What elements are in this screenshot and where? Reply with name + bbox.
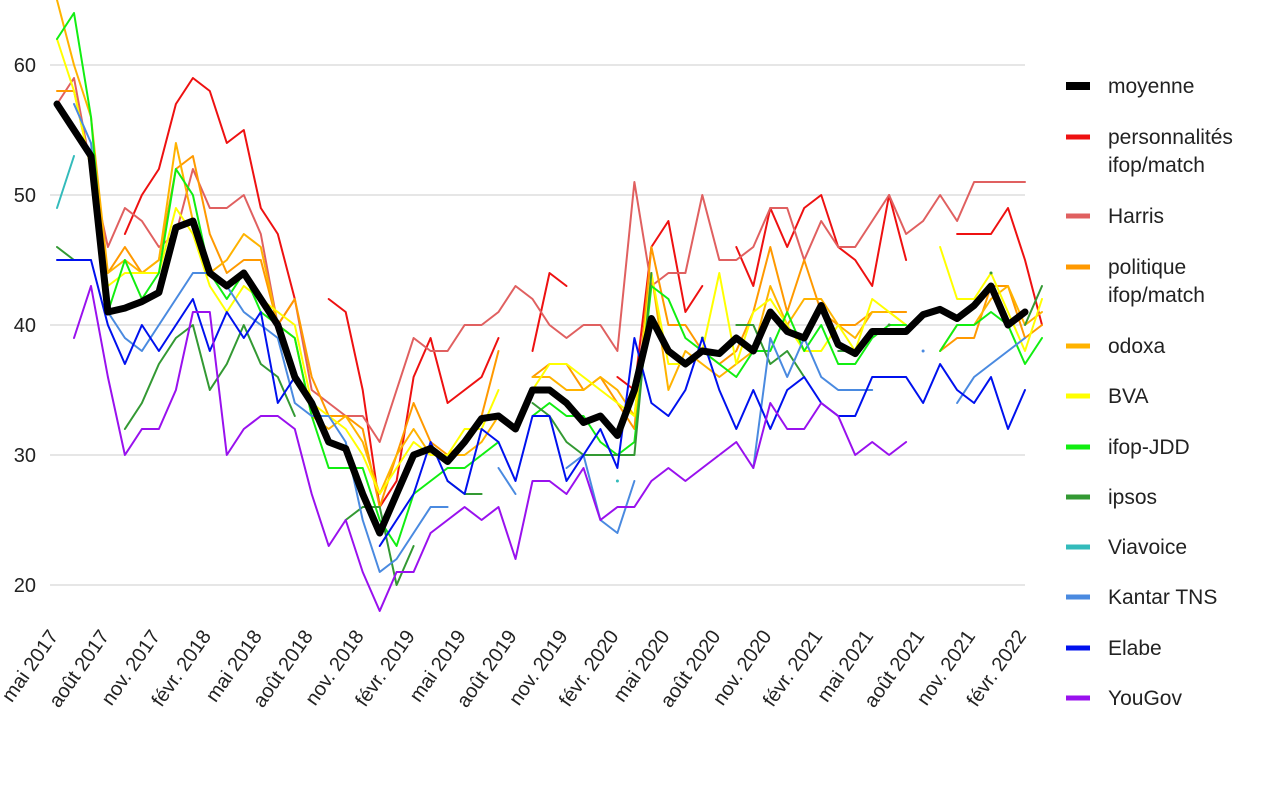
series-yougov [73, 285, 908, 612]
legend-label: politique [1108, 256, 1186, 279]
y-axis-tick-labels: 20 30 40 50 60 [14, 55, 36, 597]
series-line [56, 246, 75, 261]
series-viavoice [56, 155, 619, 483]
series-harris [56, 77, 1026, 443]
series-line [327, 298, 500, 508]
series-line [123, 324, 296, 430]
series-line [752, 337, 874, 469]
legend-label: ifop/match [1108, 284, 1205, 307]
series-moyenne [53, 100, 1029, 537]
legend-label: moyenne [1108, 75, 1194, 98]
series-line [939, 311, 1043, 365]
series-line [53, 100, 1029, 537]
legend-label: odoxa [1108, 335, 1166, 358]
y-tick-label: 50 [14, 185, 36, 207]
legend-item: moyenne [1066, 75, 1194, 98]
series-line [531, 272, 653, 456]
series-line [531, 272, 568, 352]
data-point [921, 349, 925, 353]
data-point [615, 479, 619, 483]
legend-item: personnalités ifop/match [1066, 126, 1233, 177]
series-line [56, 12, 500, 547]
series-ifop-jdd [56, 12, 1043, 547]
legend-label: ipsos [1108, 486, 1157, 509]
series-line [497, 467, 517, 495]
legend: moyenne personnalités ifop/match Harris poli… [1066, 75, 1233, 710]
series-line [1024, 285, 1043, 326]
legend-item: Kantar TNS [1066, 586, 1217, 609]
legend-item: Harris [1066, 205, 1164, 228]
series-line [531, 272, 908, 417]
series-line [531, 272, 908, 417]
legend-item: politique ifop/match [1066, 256, 1205, 307]
legend-label: ifop/match [1108, 154, 1205, 177]
series-line [56, 0, 500, 495]
series-line [378, 337, 1026, 547]
legend-label: ifop-JDD [1108, 436, 1190, 459]
series-personnalités-ifop-match [123, 77, 1043, 508]
series-line [956, 207, 1043, 326]
series-line [56, 259, 296, 404]
series-line [735, 194, 908, 287]
series-line [56, 155, 75, 209]
y-tick-label: 40 [14, 315, 36, 337]
legend-label: BVA [1108, 385, 1148, 408]
y-tick-label: 20 [14, 575, 36, 597]
legend-label: Harris [1108, 205, 1164, 228]
legend-label: Elabe [1108, 637, 1162, 660]
legend-item: ifop-JDD [1066, 436, 1190, 459]
legend-item: Elabe [1066, 637, 1162, 660]
legend-label: YouGov [1108, 687, 1182, 710]
legend-item: odoxa [1066, 335, 1166, 358]
series-line [73, 285, 908, 612]
y-tick-label: 60 [14, 55, 36, 77]
legend-label: personnalités [1108, 126, 1233, 149]
legend-item: Viavoice [1066, 536, 1187, 559]
legend-label: Viavoice [1108, 536, 1187, 559]
series-elabe [56, 259, 1026, 547]
legend-label: Kantar TNS [1108, 586, 1217, 609]
series-line [73, 103, 449, 573]
series-politique-ifop-match [56, 90, 1043, 508]
series-line [735, 324, 806, 378]
legend-item: BVA [1066, 385, 1148, 408]
series-line [56, 77, 1026, 443]
legend-item: YouGov [1066, 687, 1182, 710]
series-line [123, 77, 296, 300]
series-kantar-tns [73, 103, 1026, 573]
series-line [956, 337, 1026, 404]
series-line [531, 285, 908, 456]
data-point [887, 323, 891, 327]
legend-item: ipsos [1066, 486, 1157, 509]
series-lines [53, 0, 1043, 612]
y-tick-label: 30 [14, 445, 36, 467]
data-point [989, 271, 993, 275]
